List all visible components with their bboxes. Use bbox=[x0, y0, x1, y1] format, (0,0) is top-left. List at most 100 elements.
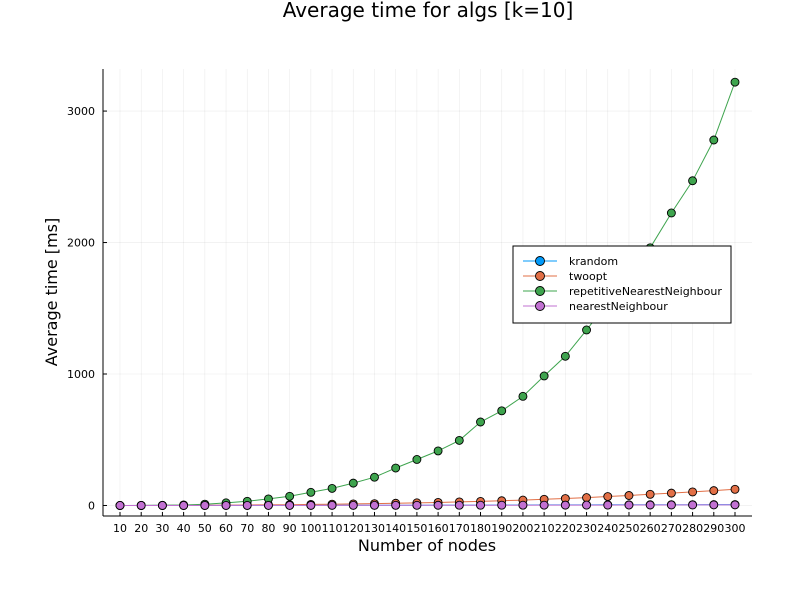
data-point-repetitiveNearestNeighbour bbox=[433, 446, 443, 456]
data-point-repetitiveNearestNeighbour bbox=[391, 463, 401, 473]
data-point-twoopt bbox=[688, 487, 698, 497]
data-point-repetitiveNearestNeighbour bbox=[560, 351, 570, 361]
x-tick-label: 220 bbox=[555, 522, 576, 535]
data-point-nearestNeighbour bbox=[709, 500, 719, 510]
data-point-nearestNeighbour bbox=[603, 500, 613, 510]
data-point-nearestNeighbour bbox=[454, 500, 464, 510]
x-tick-label: 50 bbox=[198, 522, 212, 535]
data-point-repetitiveNearestNeighbour bbox=[327, 483, 337, 493]
legend-marker-krandom bbox=[535, 256, 545, 266]
x-tick-label: 190 bbox=[491, 522, 512, 535]
data-point-repetitiveNearestNeighbour bbox=[454, 435, 464, 445]
series-line-nearestNeighbour bbox=[120, 504, 735, 506]
x-tick-label: 250 bbox=[618, 522, 639, 535]
data-point-nearestNeighbour bbox=[200, 500, 210, 510]
data-point-nearestNeighbour bbox=[412, 500, 422, 510]
legend-label-repetitiveNearestNeighbour: repetitiveNearestNeighbour bbox=[569, 285, 722, 298]
legend-box bbox=[512, 245, 732, 324]
data-point-nearestNeighbour bbox=[136, 501, 146, 510]
data-point-nearestNeighbour bbox=[221, 500, 231, 510]
data-point-nearestNeighbour bbox=[518, 500, 528, 510]
data-point-nearestNeighbour bbox=[263, 500, 273, 510]
data-point-twoopt bbox=[645, 489, 655, 499]
data-point-twoopt bbox=[666, 488, 676, 498]
data-point-nearestNeighbour bbox=[645, 500, 655, 510]
x-tick-label: 10 bbox=[113, 522, 127, 535]
data-point-repetitiveNearestNeighbour bbox=[370, 472, 379, 482]
series-line-twoopt bbox=[120, 488, 736, 506]
data-point-twoopt bbox=[709, 486, 719, 496]
data-point-twoopt bbox=[624, 491, 634, 500]
legend: krandom twoopt repetitiveNearestNeighbour n… bbox=[512, 245, 732, 324]
data-point-nearestNeighbour bbox=[497, 500, 507, 510]
data-point-nearestNeighbour bbox=[157, 501, 167, 510]
x-tick-label: 40 bbox=[177, 522, 191, 535]
data-point-nearestNeighbour bbox=[433, 500, 443, 510]
data-point-repetitiveNearestNeighbour bbox=[709, 135, 719, 145]
y-tick-label: 1000 bbox=[67, 368, 95, 381]
data-point-nearestNeighbour bbox=[179, 501, 189, 510]
data-point-repetitiveNearestNeighbour bbox=[518, 391, 528, 401]
y-tick-label: 2000 bbox=[67, 237, 95, 250]
data-point-nearestNeighbour bbox=[391, 500, 401, 510]
x-tick-label: 70 bbox=[240, 522, 254, 535]
x-tick-label: 100 bbox=[300, 522, 321, 535]
x-tick-label: 160 bbox=[428, 522, 449, 535]
legend-label-nearestNeighbour: nearestNeighbour bbox=[569, 300, 668, 313]
data-point-nearestNeighbour bbox=[560, 500, 570, 510]
data-point-repetitiveNearestNeighbour bbox=[539, 371, 549, 381]
data-point-nearestNeighbour bbox=[370, 500, 379, 510]
x-tick-label: 260 bbox=[640, 522, 661, 535]
x-axis-label: Number of nodes bbox=[358, 536, 496, 555]
x-tick-label: 20 bbox=[134, 522, 148, 535]
x-tick-label: 80 bbox=[261, 522, 275, 535]
data-point-repetitiveNearestNeighbour bbox=[412, 455, 422, 464]
data-point-nearestNeighbour bbox=[285, 500, 295, 510]
x-tick-label: 60 bbox=[219, 522, 233, 535]
data-point-repetitiveNearestNeighbour bbox=[497, 406, 507, 416]
legend-marker-nearestNeighbour bbox=[535, 301, 545, 311]
series bbox=[115, 77, 740, 510]
legend-marker-repetitiveNearestNeighbour bbox=[535, 286, 545, 296]
x-tick-label: 300 bbox=[725, 522, 746, 535]
legend-label-krandom: krandom bbox=[569, 255, 618, 268]
data-point-nearestNeighbour bbox=[582, 500, 592, 510]
data-point-repetitiveNearestNeighbour bbox=[582, 325, 592, 335]
x-tick-label: 150 bbox=[406, 522, 427, 535]
x-tick-label: 170 bbox=[449, 522, 470, 535]
chart-title: Average time for algs [k=10] bbox=[283, 0, 574, 22]
legend-marker-twoopt bbox=[535, 271, 545, 281]
x-tick-label: 180 bbox=[470, 522, 491, 535]
y-tick-label: 0 bbox=[88, 499, 95, 512]
x-tick-label: 90 bbox=[283, 522, 297, 535]
data-point-repetitiveNearestNeighbour bbox=[688, 176, 698, 186]
data-point-nearestNeighbour bbox=[348, 500, 358, 510]
data-point-nearestNeighbour bbox=[688, 500, 698, 510]
data-point-nearestNeighbour bbox=[476, 500, 485, 510]
x-tick-label: 120 bbox=[343, 522, 364, 535]
x-tick-label: 280 bbox=[682, 522, 703, 535]
data-point-nearestNeighbour bbox=[242, 500, 252, 510]
x-tick-label: 30 bbox=[155, 522, 169, 535]
y-tick-label: 3000 bbox=[67, 105, 95, 118]
data-point-nearestNeighbour bbox=[730, 500, 740, 510]
data-point-repetitiveNearestNeighbour bbox=[348, 478, 358, 488]
x-tick-label: 290 bbox=[703, 522, 724, 535]
x-tick-label: 140 bbox=[385, 522, 406, 535]
data-point-nearestNeighbour bbox=[666, 500, 676, 510]
data-point-repetitiveNearestNeighbour bbox=[476, 417, 485, 427]
x-tick-label: 210 bbox=[534, 522, 555, 535]
data-point-nearestNeighbour bbox=[115, 501, 125, 510]
legend-label-twoopt: twoopt bbox=[569, 270, 608, 283]
x-tick-label: 240 bbox=[597, 522, 618, 535]
data-point-twoopt bbox=[603, 492, 613, 501]
data-point-repetitiveNearestNeighbour bbox=[666, 208, 676, 218]
x-tick-label: 130 bbox=[364, 522, 385, 535]
data-point-repetitiveNearestNeighbour bbox=[285, 491, 295, 501]
data-point-twoopt bbox=[730, 484, 740, 494]
data-point-nearestNeighbour bbox=[306, 500, 316, 510]
data-point-repetitiveNearestNeighbour bbox=[306, 487, 316, 497]
data-point-nearestNeighbour bbox=[624, 500, 634, 510]
x-tick-label: 110 bbox=[322, 522, 343, 535]
